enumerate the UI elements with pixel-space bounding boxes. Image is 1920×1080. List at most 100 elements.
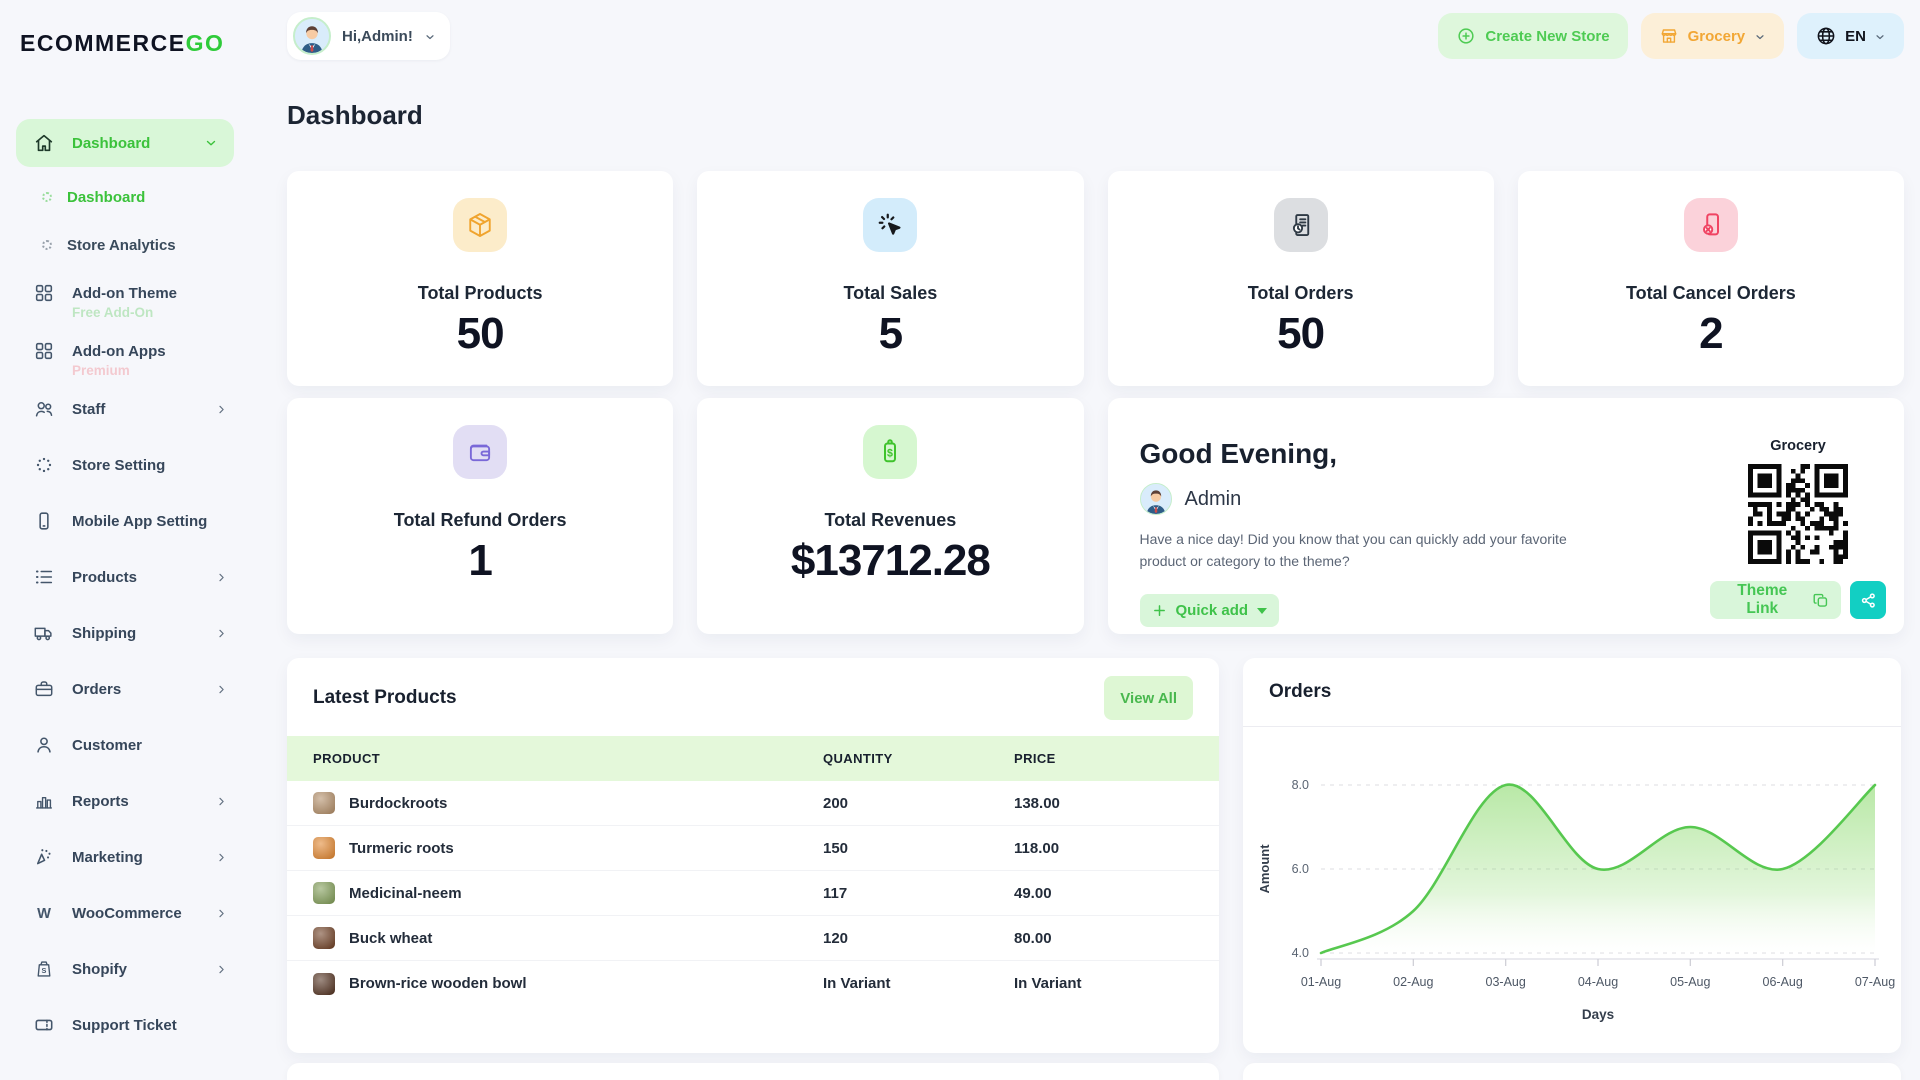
sidebar-item-label: Customer — [72, 736, 143, 754]
stat-value: 50 — [1277, 309, 1325, 358]
sidebar-item-orders[interactable]: Orders — [0, 677, 250, 701]
truck-icon — [33, 622, 55, 644]
chevron-right-icon — [215, 683, 228, 696]
sidebar-item-marketing[interactable]: Marketing — [0, 845, 250, 869]
brand-logo: ECOMMERCEGO — [0, 30, 250, 57]
sidebar-item-staff[interactable]: Staff — [0, 397, 250, 421]
stat-label: Total Orders — [1247, 283, 1354, 303]
share-button[interactable] — [1850, 581, 1886, 619]
price-tag-icon: $ — [863, 425, 918, 479]
svg-text:02-Aug: 02-Aug — [1393, 975, 1433, 989]
users-icon — [33, 398, 55, 420]
svg-text:03-Aug: 03-Aug — [1486, 975, 1526, 989]
svg-text:W: W — [37, 906, 51, 922]
bottom-grid: Latest Products View All PRODUCT QUANTIT… — [287, 658, 1904, 1053]
table-header-row: PRODUCT QUANTITY PRICE — [287, 736, 1219, 781]
cursor-click-icon — [863, 198, 918, 252]
globe-icon — [1815, 25, 1837, 47]
view-all-button[interactable]: View All — [1104, 676, 1193, 720]
product-quantity: 120 — [823, 929, 849, 947]
table-row: Turmeric roots 150 118.00 — [287, 826, 1219, 871]
stat-card-total-sales: Total Sales 5 — [697, 171, 1084, 386]
sidebar-item-label: WooCommerce — [72, 904, 182, 922]
stat-card-total-cancel-orders: Total Cancel Orders 2 — [1517, 171, 1904, 386]
create-store-label: Create New Store — [1485, 27, 1610, 45]
storefront-icon — [1659, 26, 1679, 46]
sidebar-item-badge: Premium — [72, 363, 130, 378]
product-quantity: 150 — [823, 839, 849, 857]
store-selector-button[interactable]: Grocery — [1640, 13, 1785, 59]
sidebar-item-mobile-app-setting[interactable]: Mobile App Setting — [0, 509, 250, 533]
sidebar-item-add-on-apps[interactable]: Add-on Apps Premium — [0, 339, 250, 381]
stat-value: $13712.28 — [790, 536, 991, 585]
topbar-actions: Create New Store Grocery EN — [1438, 13, 1904, 59]
main-content: Hi,Admin! Create New Store Grocery EN — [250, 0, 1920, 1080]
latest-products-header: Latest Products View All — [287, 658, 1219, 736]
sidebar-subitem-store-analytics[interactable]: Store Analytics — [0, 233, 250, 257]
sidebar-item-shopify[interactable]: S Shopify — [0, 957, 250, 981]
sidebar-item-store-setting[interactable]: Store Setting — [0, 453, 250, 477]
sidebar-item-dashboard[interactable]: Dashboard — [16, 119, 234, 167]
sidebar-item-products[interactable]: Products — [0, 565, 250, 589]
chevron-right-icon — [215, 403, 228, 416]
wallet-icon — [453, 425, 508, 479]
sparkles-icon — [33, 846, 55, 868]
svg-text:05-Aug: 05-Aug — [1670, 975, 1710, 989]
svg-text:01-Aug: 01-Aug — [1301, 975, 1341, 989]
svg-text:07-Aug: 07-Aug — [1855, 975, 1895, 989]
stat-label: Total Products — [417, 283, 543, 303]
sidebar: ECOMMERCEGO Dashboard Dashboard Store Anal… — [0, 0, 250, 1080]
stat-label: Total Revenues — [824, 510, 957, 530]
user-avatar — [293, 17, 331, 55]
partial-card — [287, 1063, 1219, 1080]
stat-label: Total Cancel Orders — [1626, 283, 1796, 303]
sidebar-subitem-dashboard[interactable]: Dashboard — [0, 185, 250, 209]
product-name: Buck wheat — [349, 929, 433, 947]
sidebar-item-label: Support Ticket — [72, 1016, 177, 1034]
sidebar-item-support-ticket[interactable]: Support Ticket — [0, 1013, 250, 1037]
theme-link-button[interactable]: Theme Link — [1710, 581, 1842, 619]
stat-card-total-orders: Total Orders 50 — [1107, 171, 1494, 386]
product-thumbnail — [313, 837, 335, 859]
stat-value: 2 — [1699, 309, 1724, 358]
product-price: In Variant — [1014, 975, 1082, 992]
sidebar-item-customer[interactable]: Customer — [0, 733, 250, 757]
profile-menu-button[interactable]: Hi,Admin! — [287, 12, 450, 60]
package-icon — [453, 198, 508, 252]
caret-down-icon — [1257, 607, 1268, 614]
create-new-store-button[interactable]: Create New Store — [1438, 13, 1628, 59]
product-name: Turmeric roots — [349, 839, 454, 857]
quick-add-button[interactable]: Quick add — [1139, 594, 1280, 628]
language-selector-button[interactable]: EN — [1797, 13, 1904, 59]
chevron-right-icon — [215, 627, 228, 640]
dots-circle-icon — [33, 454, 55, 476]
topbar: Hi,Admin! Create New Store Grocery EN — [287, 12, 1904, 60]
plus-icon — [1152, 603, 1167, 618]
product-quantity: 117 — [823, 884, 848, 902]
table-row: Medicinal-neem 117 49.00 — [287, 871, 1219, 916]
brand-primary: ECOMMERCE — [20, 30, 186, 56]
sidebar-item-woocommerce[interactable]: W WooCommerce — [0, 901, 250, 925]
sidebar-item-reports[interactable]: Reports — [0, 789, 250, 813]
sidebar-item-label: Mobile App Setting — [72, 512, 208, 530]
home-icon — [33, 132, 55, 154]
orders-area-chart: 4.0 6.0 8.0 01-Aug 02-Aug 03-Aug 04-Aug 05-Aug 0… — [1243, 727, 1901, 1035]
product-price: 49.00 — [1014, 884, 1052, 902]
stat-value: 5 — [878, 309, 904, 358]
language-code-label: EN — [1845, 27, 1866, 45]
stat-label: Total Refund Orders — [393, 510, 567, 530]
list-icon — [33, 566, 55, 588]
column-header-product: PRODUCT — [313, 751, 381, 766]
woocommerce-icon: W — [33, 902, 55, 924]
ticket-icon — [33, 1014, 55, 1036]
sidebar-item-add-on-theme[interactable]: Add-on Theme Free Add-On — [0, 281, 250, 323]
svg-text:06-Aug: 06-Aug — [1763, 975, 1803, 989]
grid-icon — [33, 282, 55, 304]
sidebar-item-label: Store Analytics — [67, 236, 176, 254]
sidebar-item-badge: Free Add-On — [72, 305, 154, 320]
sidebar-item-label: Staff — [72, 400, 106, 418]
sidebar-item-shipping[interactable]: Shipping — [0, 621, 250, 645]
product-price: 138.00 — [1014, 794, 1060, 812]
product-price: 118.00 — [1014, 839, 1060, 857]
